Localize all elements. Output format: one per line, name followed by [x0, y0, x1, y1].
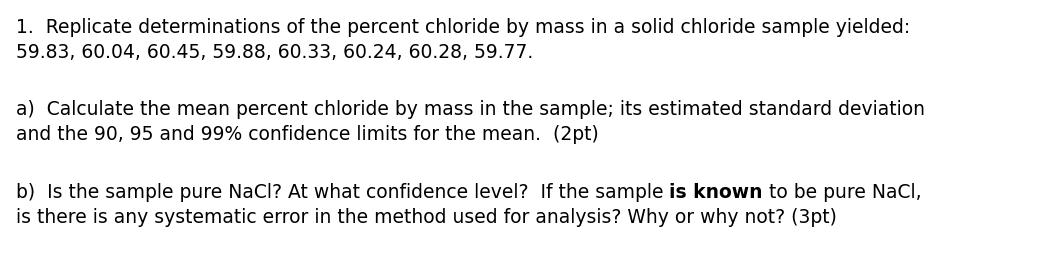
Text: is known: is known	[669, 183, 762, 202]
Text: to be pure NaCl,: to be pure NaCl,	[762, 183, 922, 202]
Text: is there is any systematic error in the method used for analysis? Why or why not: is there is any systematic error in the …	[16, 208, 837, 227]
Text: and the 90, 95 and 99% confidence limits for the mean.  (2pt): and the 90, 95 and 99% confidence limits…	[16, 125, 598, 144]
Text: b)  Is the sample pure NaCl? At what confidence level?  If the sample: b) Is the sample pure NaCl? At what conf…	[16, 183, 669, 202]
Text: 1.  Replicate determinations of the percent chloride by mass in a solid chloride: 1. Replicate determinations of the perce…	[16, 18, 910, 37]
Text: a)  Calculate the mean percent chloride by mass in the sample; its estimated sta: a) Calculate the mean percent chloride b…	[16, 100, 925, 119]
Text: 59.83, 60.04, 60.45, 59.88, 60.33, 60.24, 60.28, 59.77.: 59.83, 60.04, 60.45, 59.88, 60.33, 60.24…	[16, 43, 533, 62]
